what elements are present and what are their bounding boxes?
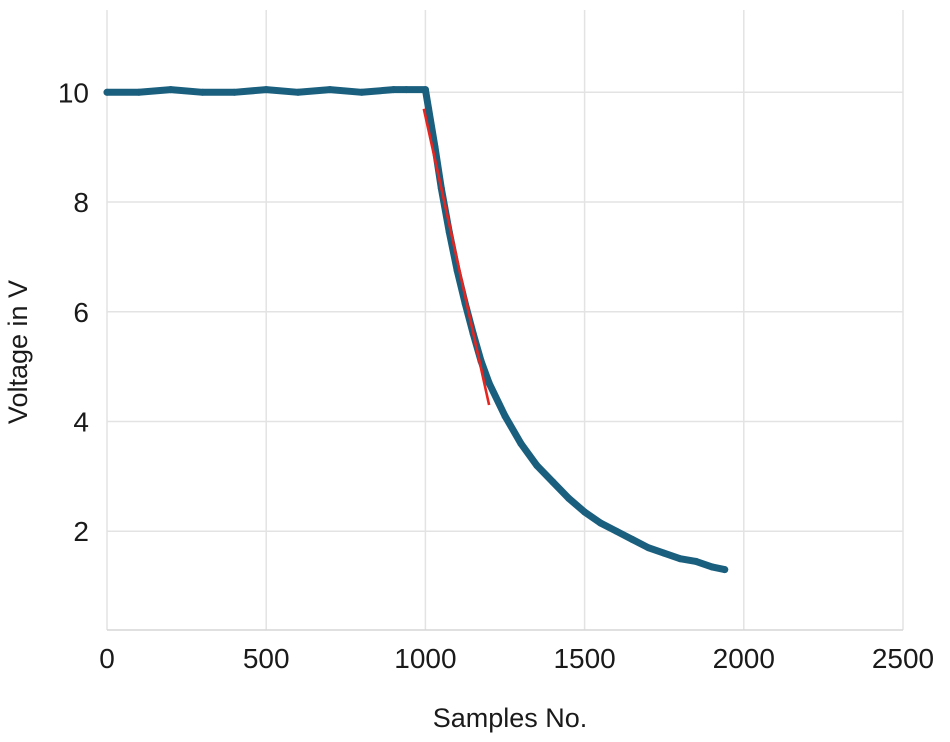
data-point: [597, 519, 604, 527]
y-tick-label: 6: [73, 297, 89, 328]
data-point: [612, 527, 620, 535]
data-point: [581, 508, 589, 516]
x-axis-label: Samples No.: [433, 703, 588, 733]
data-point: [390, 86, 398, 94]
data-point: [565, 494, 573, 502]
data-point: [628, 536, 636, 543]
tangent-line: [422, 108, 491, 406]
data-point: [167, 86, 175, 94]
data-point: [660, 549, 668, 557]
data-point: [533, 461, 541, 469]
x-tick-label: 2000: [713, 643, 775, 674]
y-axis-label: Voltage in V: [3, 280, 33, 424]
x-tick-labels: 0 500 1000 1500 2000 2500: [99, 643, 934, 674]
y-tick-label: 2: [73, 516, 89, 547]
x-tick-label: 0: [99, 643, 115, 674]
data-point: [199, 88, 206, 96]
data-point: [501, 412, 509, 420]
data-point: [402, 86, 410, 94]
data-point: [135, 88, 143, 96]
gridlines: [106, 10, 904, 630]
data-point: [230, 88, 238, 96]
data-point: [485, 379, 493, 387]
data-point: [549, 478, 557, 486]
data-point: [262, 86, 270, 94]
y-tick-label: 4: [73, 407, 89, 438]
data-point: [358, 88, 366, 96]
data-point: [421, 86, 429, 94]
x-tick-label: 1500: [553, 643, 615, 674]
data-point: [294, 88, 302, 96]
measured-curve: [103, 86, 729, 574]
y-tick-label: 8: [73, 187, 89, 218]
x-tick-label: 2500: [872, 643, 934, 674]
data-series: [103, 86, 729, 574]
data-point: [425, 105, 433, 113]
data-point: [721, 566, 729, 574]
data-point: [708, 563, 716, 571]
data-point: [644, 544, 652, 552]
y-tick-labels: 2 4 6 8 10: [58, 77, 89, 547]
data-point: [692, 557, 700, 565]
x-tick-label: 500: [243, 643, 290, 674]
data-point: [326, 86, 334, 94]
data-point: [517, 440, 525, 447]
y-tick-label: 10: [58, 77, 89, 108]
data-point: [676, 555, 684, 563]
x-tick-label: 1000: [394, 643, 456, 674]
data-point: [103, 88, 111, 96]
